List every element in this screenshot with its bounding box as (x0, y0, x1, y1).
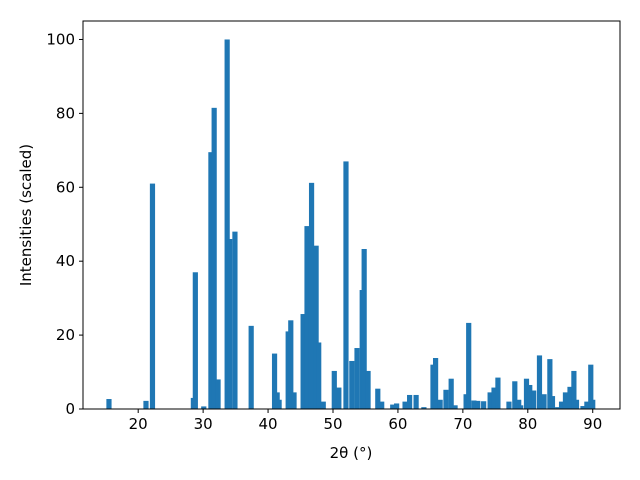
bar (531, 390, 537, 409)
bar (527, 384, 533, 409)
bar (549, 396, 556, 409)
bar (430, 364, 436, 409)
x-tick-label: 90 (583, 415, 602, 433)
bar (308, 182, 315, 409)
x-tick-label: 80 (518, 415, 537, 433)
bar (475, 400, 481, 409)
bar (313, 245, 319, 409)
bar (516, 399, 522, 409)
bar (288, 320, 294, 409)
bar (320, 401, 326, 409)
y-tick-label: 20 (56, 326, 75, 344)
bar (192, 272, 198, 409)
bar (567, 386, 573, 409)
y-tick-label: 0 (65, 400, 75, 418)
bar (512, 381, 518, 409)
bar (354, 348, 360, 409)
bar (224, 39, 230, 409)
bar (208, 152, 214, 409)
bar (361, 248, 367, 409)
x-tick-label: 30 (194, 415, 213, 433)
x-tick-label: 20 (129, 415, 148, 433)
bar (300, 314, 306, 409)
bar (143, 400, 149, 409)
bar (106, 399, 112, 409)
bar (304, 226, 310, 409)
bar (573, 399, 580, 409)
bar (466, 322, 472, 409)
bar (349, 360, 355, 409)
bar (421, 407, 427, 409)
bar (316, 342, 322, 409)
bar (407, 394, 413, 409)
bar (336, 387, 342, 409)
bar (584, 401, 590, 409)
bar (536, 355, 543, 409)
bar (227, 239, 233, 409)
bar (491, 387, 497, 409)
bar (390, 404, 396, 409)
bar (558, 401, 565, 409)
bar (481, 401, 487, 409)
bar (394, 403, 400, 409)
y-tick-label: 40 (56, 252, 75, 270)
y-axis-label: Intensities (scaled) (17, 144, 35, 286)
bar (432, 358, 439, 409)
bar (343, 161, 349, 409)
bar (365, 370, 371, 409)
bar (562, 392, 569, 409)
bar (437, 399, 443, 409)
bar (201, 406, 207, 409)
x-tick-label: 60 (388, 415, 407, 433)
x-axis-label: 2θ (°) (330, 444, 373, 462)
bar (471, 400, 477, 409)
bar (495, 377, 501, 409)
plot-frame (82, 20, 621, 410)
bar (547, 359, 553, 409)
bar (506, 401, 512, 409)
y-tick-label: 80 (56, 104, 75, 122)
bar (541, 394, 547, 409)
bar (523, 378, 530, 409)
bar (571, 370, 577, 409)
bar (276, 399, 282, 409)
bar (402, 401, 408, 409)
y-tick-label: 100 (46, 30, 75, 48)
bar (232, 231, 238, 409)
bar (248, 325, 254, 409)
bar (215, 379, 221, 409)
bar (413, 394, 419, 409)
x-tick-label: 40 (259, 415, 278, 433)
bar (448, 378, 454, 409)
bar (452, 405, 458, 409)
x-tick-label: 50 (323, 415, 342, 433)
bar (487, 392, 493, 409)
bar (588, 364, 594, 409)
y-tick-label: 60 (56, 178, 75, 196)
bar (590, 399, 596, 409)
bar (518, 405, 524, 409)
bar (149, 183, 156, 409)
bar (331, 370, 337, 409)
bar (555, 407, 561, 409)
bar (271, 353, 278, 409)
x-tick-label: 70 (453, 415, 472, 433)
bar (285, 331, 291, 409)
bar (291, 392, 297, 409)
bar (375, 388, 381, 409)
bar (379, 401, 385, 409)
bar (443, 389, 449, 409)
bar (580, 406, 586, 409)
bar (211, 107, 217, 409)
